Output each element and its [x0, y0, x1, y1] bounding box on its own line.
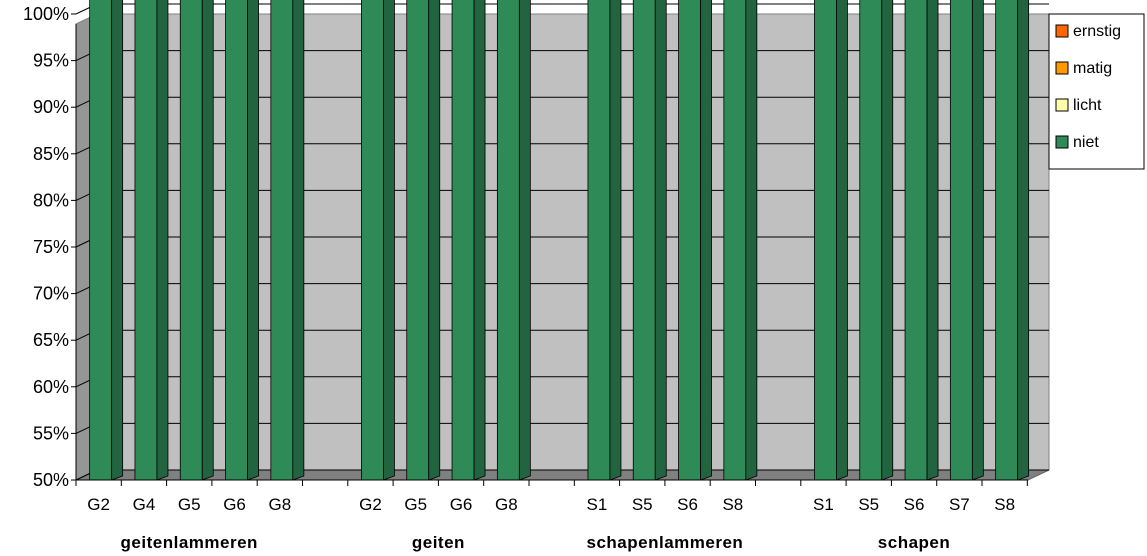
bars [89, 0, 1030, 481]
legend-label: niet [1073, 134, 1099, 151]
legend-label: licht [1073, 97, 1102, 114]
y-axis: 50% 55% 60% 65% 70% 75% 80% 85% 90% 95% 100% [23, 4, 77, 490]
x-tick-label: S5 [632, 495, 653, 514]
legend: ernstig matig licht niet [1048, 13, 1145, 170]
bar-segment-niet [361, 0, 395, 481]
bar-segment-niet [225, 0, 259, 481]
group-label: schapenlammeren [587, 533, 744, 552]
bar-segment-niet [632, 0, 667, 481]
y-tick-label: 100% [23, 4, 69, 24]
bar-segment-niet [814, 0, 848, 481]
x-tick-label: S7 [949, 495, 970, 514]
legend-swatch-ernstig [1055, 24, 1069, 38]
legend-swatch-niet [1055, 135, 1069, 149]
bar-segment-niet [678, 0, 712, 481]
x-tick-label: G6 [450, 495, 473, 514]
bar-segment-niet [179, 0, 214, 481]
x-tick-label: G4 [133, 495, 156, 514]
group-label: schapen [878, 533, 950, 552]
x-axis: G2 G4 G5 G6 G8 G2 G5 G6 G8 S1 S5 S6 S8 S1 S5 S6 S7 S8 geit… [75, 479, 1028, 552]
x-tick-label: G8 [269, 495, 292, 514]
floor [75, 469, 1050, 481]
bar-segment-niet [496, 0, 531, 481]
legend-label: matig [1073, 60, 1112, 77]
x-tick-label: G2 [359, 495, 382, 514]
bar-segment-niet [859, 0, 894, 481]
y-tick-label: 75% [33, 237, 69, 257]
y-tick-label: 65% [33, 330, 69, 350]
x-tick-label: G5 [404, 495, 427, 514]
bar-segment-niet [904, 0, 939, 481]
x-tick-label: G8 [495, 495, 518, 514]
x-tick-label: S5 [858, 495, 879, 514]
x-tick-label: S8 [722, 495, 743, 514]
x-tick-label: S6 [904, 495, 925, 514]
group-label: geiten [412, 533, 465, 552]
bar-segment-niet [995, 0, 1030, 481]
x-tick-label: S8 [994, 495, 1015, 514]
x-tick-label: G6 [223, 495, 246, 514]
bar-segment-niet [587, 0, 622, 481]
y-tick-label: 90% [33, 97, 69, 117]
y-tick-label: 80% [33, 190, 69, 210]
chart-walls [75, 13, 1050, 481]
bar-segment-niet [134, 0, 169, 481]
bar-segment-niet [270, 0, 305, 481]
x-tick-label: G5 [178, 495, 201, 514]
x-tick-label: S1 [813, 495, 834, 514]
y-tick-label: 55% [33, 423, 69, 443]
y-tick-label: 60% [33, 377, 69, 397]
bar-segment-niet [406, 0, 441, 481]
x-tick-label: S1 [587, 495, 608, 514]
legend-label: ernstig [1073, 23, 1121, 40]
y-tick-label: 85% [33, 144, 69, 164]
bar-segment-niet [723, 0, 758, 481]
bar-segment-niet [949, 0, 984, 481]
x-tick-label: G2 [87, 495, 110, 514]
legend-swatch-licht [1055, 98, 1069, 112]
group-label: geitenlammeren [121, 533, 258, 552]
y-tick-label: 95% [33, 51, 69, 71]
bar-segment-niet [451, 0, 486, 481]
y-tick-label: 50% [33, 470, 69, 490]
y-tick-label: 70% [33, 284, 69, 304]
x-tick-label: S6 [677, 495, 698, 514]
legend-swatch-matig [1055, 61, 1069, 75]
bar-segment-niet [89, 0, 124, 481]
